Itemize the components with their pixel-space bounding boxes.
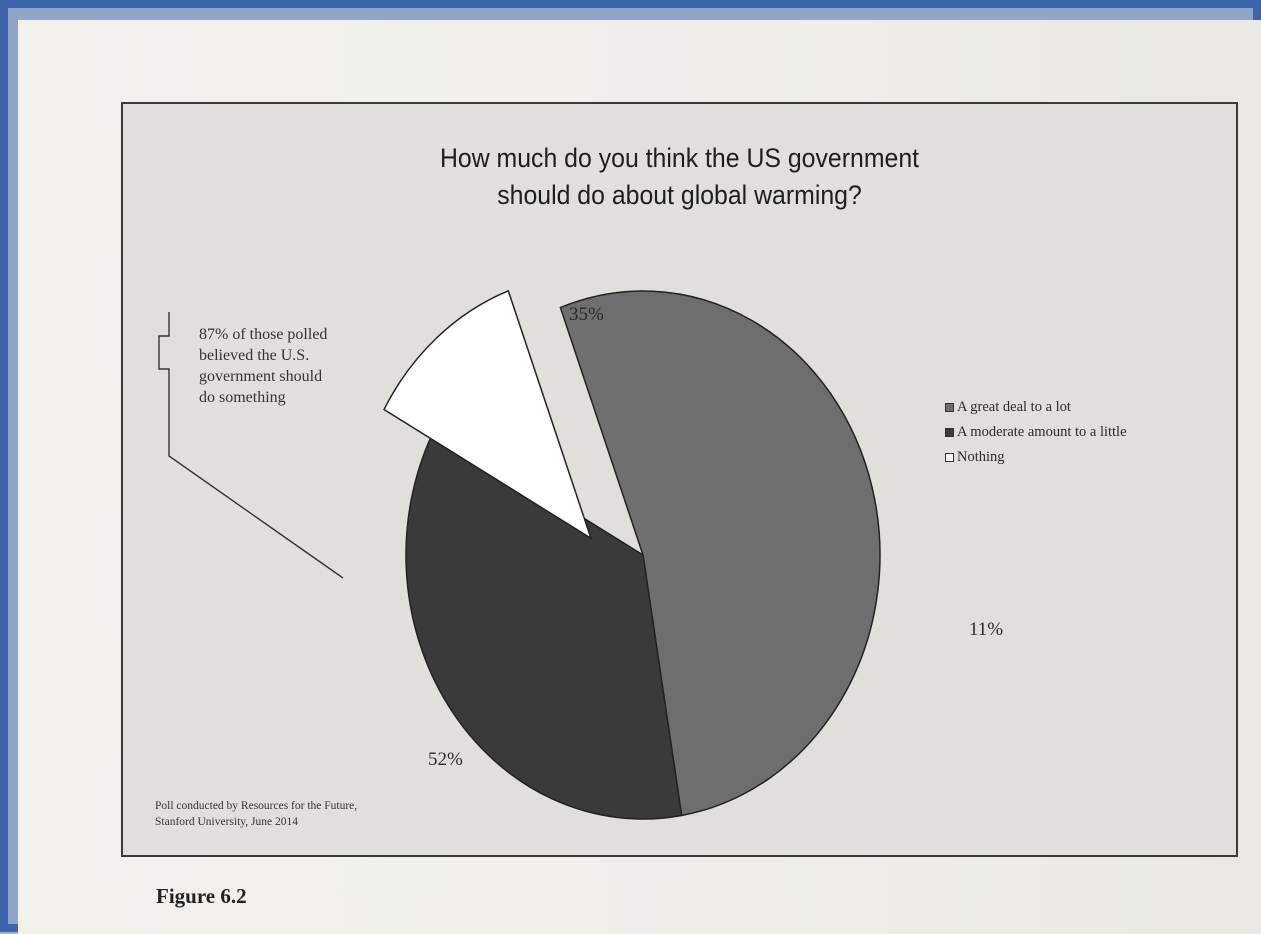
slice-label-moderate: 35% (569, 304, 604, 325)
slice-great-deal (559, 290, 881, 817)
slice-label-great-deal: 52% (428, 749, 463, 770)
legend-item-moderate: A moderate amount to a little (945, 420, 1127, 445)
legend: A great deal to a lot A moderate amount … (945, 395, 1127, 470)
annotation-line-2: believed the U.S. (199, 347, 310, 364)
annotation-bracket (158, 312, 344, 579)
legend-item-great-deal: A great deal to a lot (945, 395, 1127, 420)
legend-label-nothing: Nothing (957, 449, 1005, 465)
chart-title-line-2: should do about global warming? (497, 180, 862, 210)
legend-swatch-nothing (945, 453, 954, 462)
chart-title-line-1: How much do you think the US government (439, 143, 920, 173)
annotation-line-4: do something (199, 389, 286, 406)
annotation: 87% of those polled believed the U.S. go… (199, 324, 399, 408)
pie-chart (158, 289, 881, 820)
annotation-line-3: government should (199, 368, 323, 385)
chart-container: How much do you think the US government … (121, 102, 1238, 857)
source-note: Poll conducted by Resources for the Futu… (155, 798, 357, 830)
legend-swatch-great-deal (945, 403, 954, 412)
legend-item-nothing: Nothing (945, 445, 1127, 470)
source-line-1: Poll conducted by Resources for the Futu… (155, 800, 358, 812)
slice-moderate (405, 425, 683, 820)
source-line-2: Stanford University, June 2014 (155, 816, 298, 828)
book-page: How much do you think the US government … (18, 20, 1261, 934)
legend-label-great-deal: A great deal to a lot (957, 399, 1071, 415)
slice-label-nothing: 11% (969, 619, 1004, 640)
legend-label-moderate: A moderate amount to a little (957, 424, 1127, 440)
slice-nothing (383, 289, 593, 541)
annotation-line-1: 87% of those polled (199, 326, 328, 343)
legend-swatch-moderate (945, 428, 954, 437)
figure-label: Figure 6.2 (156, 884, 247, 908)
chart-title: How much do you think the US government … (168, 140, 1192, 214)
